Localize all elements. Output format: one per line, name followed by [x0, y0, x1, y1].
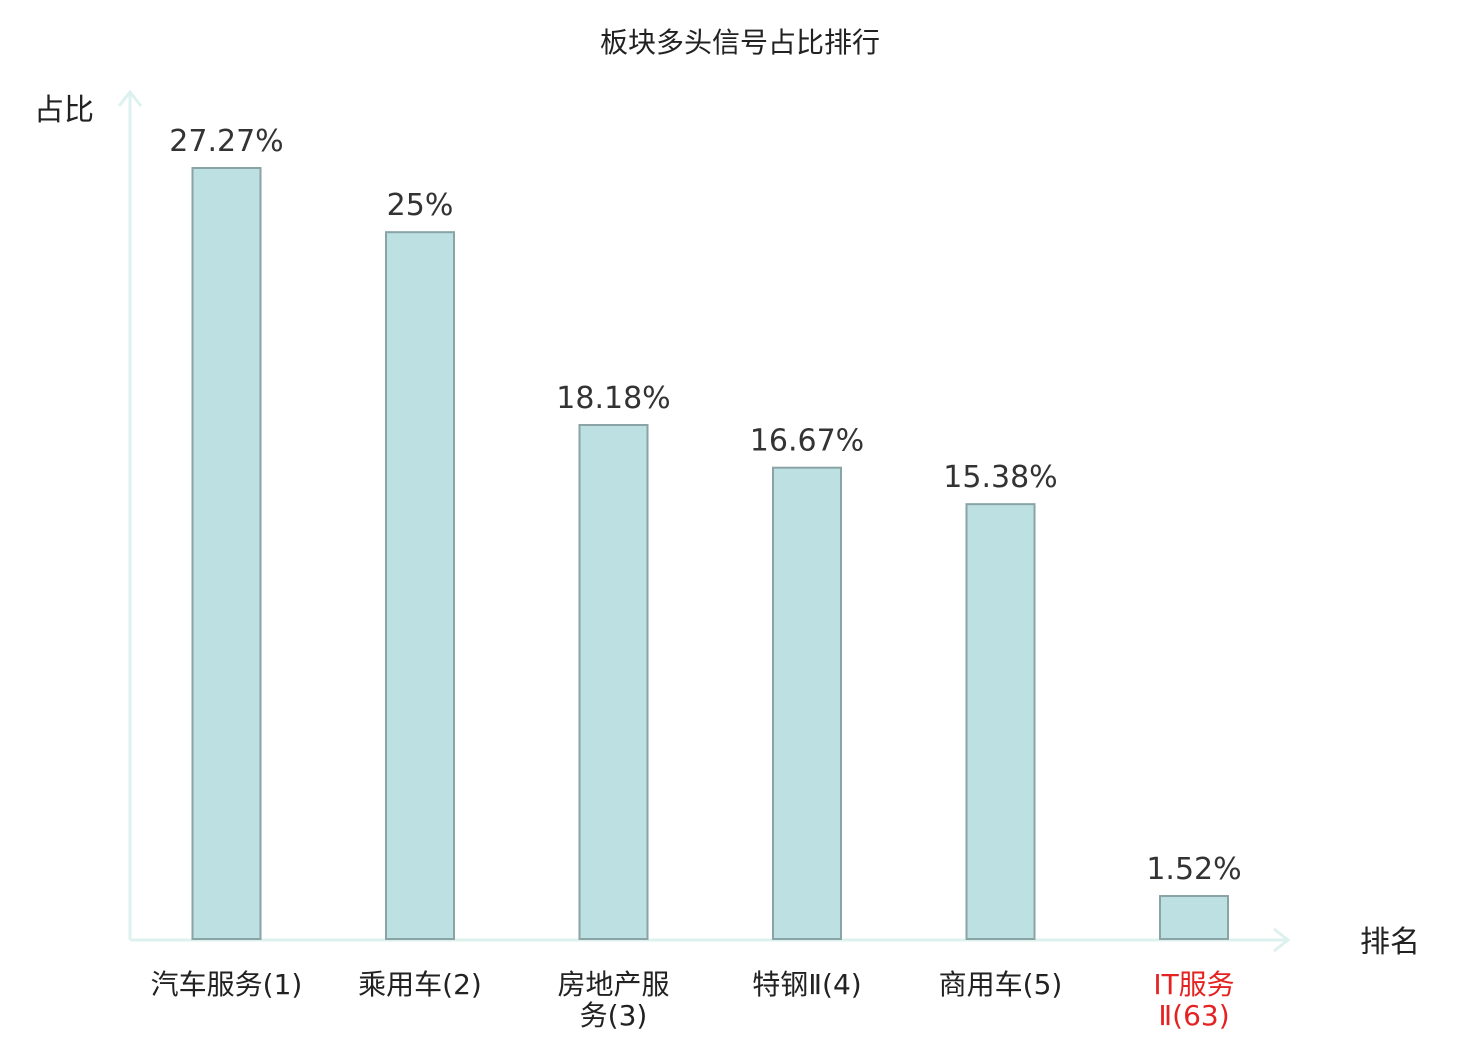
bar-value-label: 27.27%: [169, 124, 283, 159]
category-label: 房地产服务(3): [557, 968, 669, 1032]
bar: [578, 424, 649, 940]
x-axis-title: 排名: [1360, 925, 1420, 960]
bar-value-label: 1.52%: [1146, 852, 1241, 887]
bar-value-label: 18.18%: [556, 381, 670, 416]
bar: [965, 503, 1036, 940]
bar-value-label: 16.67%: [750, 424, 864, 459]
y-axis-title: 占比: [34, 93, 94, 128]
value-labels-group: 27.27% 25% 18.18% 16.67% 15.38% 1.52%: [169, 124, 1241, 887]
bar-value-label: 15.38%: [943, 460, 1057, 495]
category-labels-group: 汽车服务(1) 乘用车(2) 房地产服务(3) 特钢Ⅱ(4) 商用车(5) IT服务 Ⅱ(6…: [151, 968, 1235, 1032]
category-label: 商用车(5): [939, 968, 1063, 1001]
chart-title: 板块多头信号占比排行: [600, 26, 880, 59]
x-axis-arrow-icon: [1273, 927, 1291, 953]
bar: [385, 231, 455, 940]
bar: [1159, 895, 1229, 941]
category-label: 汽车服务(1): [151, 968, 303, 1001]
bar: [191, 167, 262, 940]
bar-value-label: 25%: [387, 188, 454, 223]
category-label: 特钢Ⅱ(4): [752, 968, 861, 1001]
axes: [117, 89, 1291, 953]
category-label: IT服务 Ⅱ(63): [1153, 968, 1234, 1032]
y-axis-arrow-icon: [117, 89, 143, 107]
category-label: 乘用车(2): [358, 968, 482, 1001]
bar: [772, 466, 842, 940]
bars-group: [191, 167, 1229, 941]
